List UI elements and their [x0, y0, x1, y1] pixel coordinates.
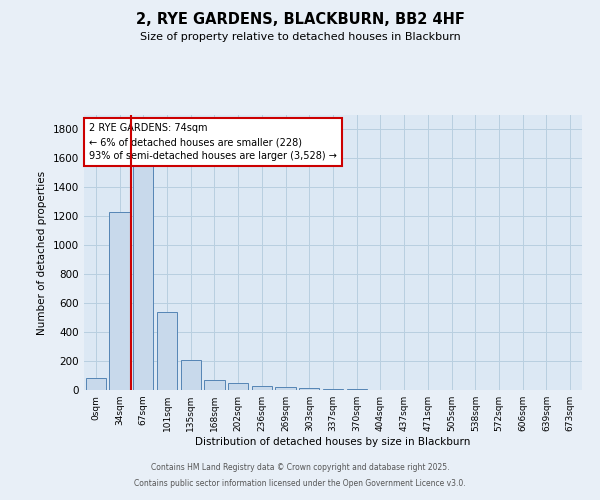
Bar	[252, 386, 272, 390]
Bar	[205, 380, 224, 390]
Text: Size of property relative to detached houses in Blackburn: Size of property relative to detached ho…	[140, 32, 460, 42]
Bar	[109, 212, 130, 390]
Text: Contains public sector information licensed under the Open Government Licence v3: Contains public sector information licen…	[134, 478, 466, 488]
Bar	[133, 164, 154, 390]
Bar	[299, 388, 319, 390]
Text: 2, RYE GARDENS, BLACKBURN, BB2 4HF: 2, RYE GARDENS, BLACKBURN, BB2 4HF	[136, 12, 464, 28]
Bar	[157, 312, 177, 390]
X-axis label: Distribution of detached houses by size in Blackburn: Distribution of detached houses by size …	[196, 437, 470, 447]
Text: Contains HM Land Registry data © Crown copyright and database right 2025.: Contains HM Land Registry data © Crown c…	[151, 464, 449, 472]
Bar	[181, 360, 201, 390]
Bar	[228, 384, 248, 390]
Text: 2 RYE GARDENS: 74sqm
← 6% of detached houses are smaller (228)
93% of semi-detac: 2 RYE GARDENS: 74sqm ← 6% of detached ho…	[89, 123, 337, 161]
Bar	[323, 388, 343, 390]
Bar	[275, 387, 296, 390]
Y-axis label: Number of detached properties: Number of detached properties	[37, 170, 47, 334]
Bar	[86, 378, 106, 390]
